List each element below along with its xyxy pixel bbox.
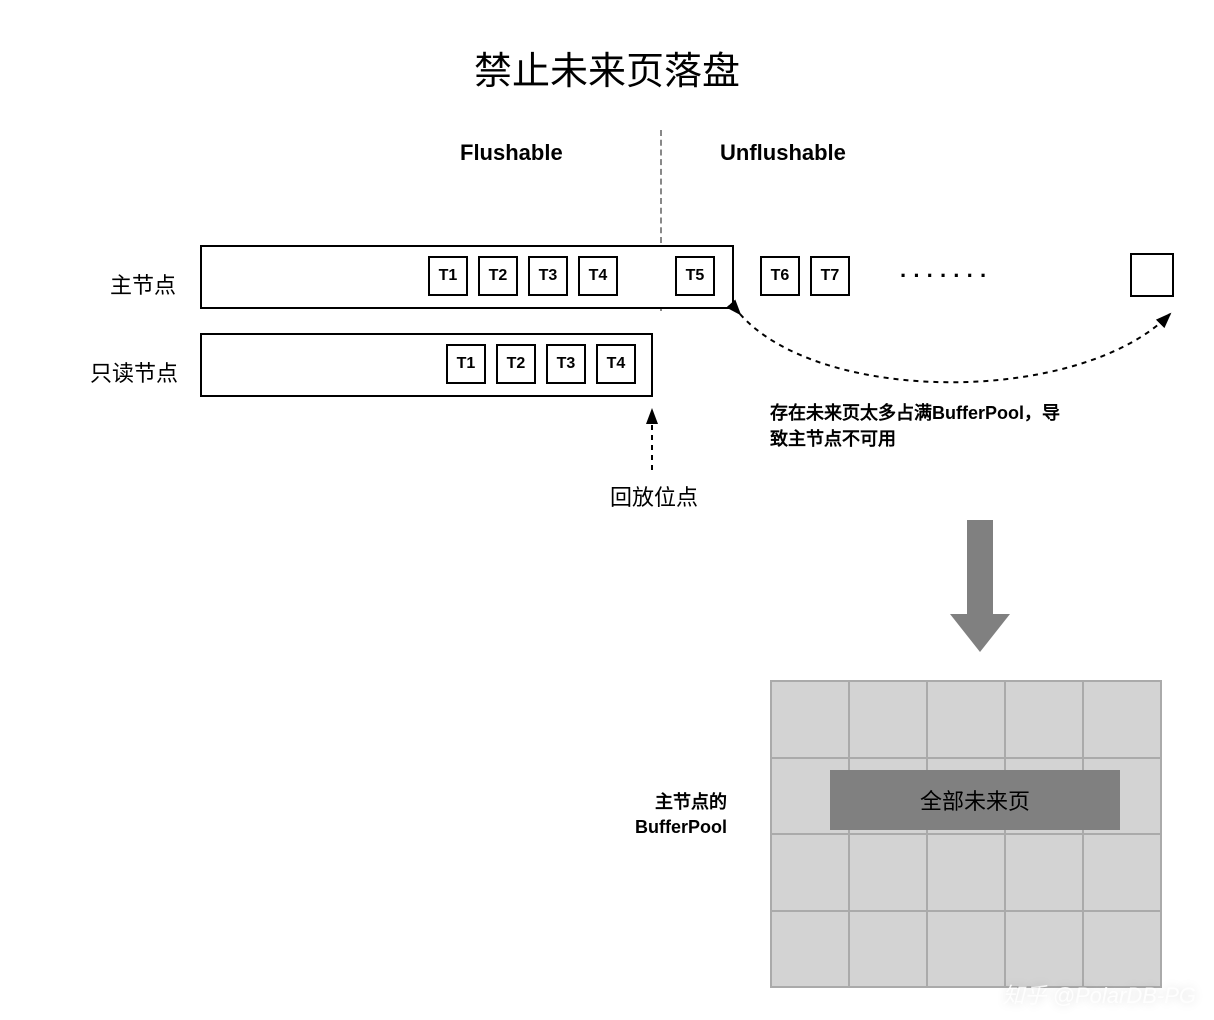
annotation-text: 存在未来页太多占满BufferPool，导 致主节点不可用 bbox=[770, 400, 1060, 452]
cell-text: T4 bbox=[607, 355, 626, 373]
diagram-title: 禁止未来页落盘 bbox=[0, 40, 1214, 95]
ro-cell-t1: T1 bbox=[446, 344, 486, 384]
main-cell-t3: T3 bbox=[528, 256, 568, 296]
bp-label-line-1: 主节点的 bbox=[635, 790, 727, 815]
main-ellipsis: ······· bbox=[900, 263, 993, 289]
annotation-line-1: 存在未来页太多占满BufferPool，导 bbox=[770, 400, 1060, 426]
cell-text: T7 bbox=[821, 267, 840, 285]
cell-text: T5 bbox=[686, 267, 705, 285]
bufferpool-grid-table bbox=[770, 680, 1162, 988]
cell-text: T2 bbox=[507, 355, 526, 373]
cell-text: T2 bbox=[489, 267, 508, 285]
readonly-node-label: 只读节点 bbox=[90, 356, 178, 388]
watermark: 知乎 @PolarDB-PG bbox=[1003, 978, 1196, 1010]
ro-cell-t3: T3 bbox=[546, 344, 586, 384]
bufferpool-overlay-text: 全部未来页 bbox=[920, 784, 1030, 816]
curved-arrow bbox=[740, 314, 1170, 382]
bufferpool-label: 主节点的 BufferPool bbox=[635, 790, 727, 840]
main-cell-t1: T1 bbox=[428, 256, 468, 296]
main-cell-t7: T7 bbox=[810, 256, 850, 296]
bp-label-line-2: BufferPool bbox=[635, 815, 727, 840]
cell-text: T1 bbox=[457, 355, 476, 373]
replay-point-label: 回放位点 bbox=[610, 480, 698, 512]
main-cell-t5: T5 bbox=[675, 256, 715, 296]
bufferpool-overlay: 全部未来页 bbox=[830, 770, 1120, 830]
main-node-label: 主节点 bbox=[110, 268, 176, 300]
ro-cell-t2: T2 bbox=[496, 344, 536, 384]
ro-cell-t4: T4 bbox=[596, 344, 636, 384]
unflushable-label: Unflushable bbox=[720, 140, 846, 166]
cell-text: T3 bbox=[539, 267, 558, 285]
cell-text: T1 bbox=[439, 267, 458, 285]
main-cell-t6: T6 bbox=[760, 256, 800, 296]
bufferpool-grid bbox=[770, 680, 1162, 988]
main-cell-t4: T4 bbox=[578, 256, 618, 296]
cell-text: T3 bbox=[557, 355, 576, 373]
cell-text: T6 bbox=[771, 267, 790, 285]
main-cell-t2: T2 bbox=[478, 256, 518, 296]
cell-text: T4 bbox=[589, 267, 608, 285]
flushable-label: Flushable bbox=[460, 140, 563, 166]
big-down-arrow bbox=[950, 520, 1010, 652]
annotation-line-2: 致主节点不可用 bbox=[770, 426, 1060, 452]
main-cell-end bbox=[1130, 253, 1174, 297]
